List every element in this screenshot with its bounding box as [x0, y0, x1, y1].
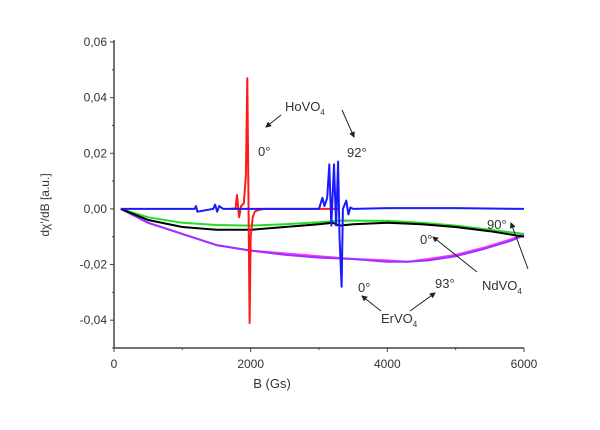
annotation-er-93deg: 93° — [435, 276, 455, 291]
arrow-ho-0deg — [265, 114, 282, 128]
x-tick-label: 2000 — [237, 357, 264, 371]
y-tick-label: 0,06 — [84, 35, 108, 49]
series-layer — [120, 77, 525, 324]
y-tick-label: -0,04 — [80, 313, 108, 327]
axes: 0,06 0,04 0,02 0,00 -0,02 -0,04 0 2000 4000 6000 — [80, 35, 538, 371]
series-line-ndvo4-90- — [120, 207, 525, 235]
annotation-hovo4: HoVO4 — [285, 99, 325, 117]
y-tick-label: -0,02 — [80, 258, 108, 272]
y-tick-label: 0,04 — [84, 91, 108, 105]
annotations: HoVO4 0° 92° 90° 0° NdVO4 0° 93° ErVO4 — [258, 99, 529, 329]
annotation-nd-0deg: 0° — [420, 232, 432, 247]
arrow-er-93deg — [409, 292, 436, 312]
series-line-ervo4-93- — [120, 208, 525, 263]
annotation-ho-92deg: 92° — [347, 145, 367, 160]
arrow-nd-90deg — [509, 222, 529, 270]
arrow-nd-0deg — [432, 236, 478, 273]
arrow-er-0deg — [361, 295, 382, 312]
x-axis-label: B (Gs) — [253, 376, 291, 391]
annotation-ho-0deg: 0° — [258, 144, 270, 159]
x-tick-label: 0 — [111, 357, 118, 371]
y-axis-label: dχ'/dB [a.u.] — [38, 173, 52, 236]
annotation-er-0deg: 0° — [358, 280, 370, 295]
arrow-ho-92deg — [341, 109, 355, 138]
x-tick-label: 6000 — [511, 357, 538, 371]
x-tick-label: 4000 — [374, 357, 401, 371]
series-line-hovo4-92- — [120, 160, 525, 288]
y-tick-label: 0,02 — [84, 146, 108, 160]
annotation-ervo4: ErVO4 — [381, 311, 418, 329]
y-tick-label: 0,00 — [84, 202, 108, 216]
series-line-ndvo4-0- — [120, 207, 525, 238]
annotation-nd-90deg: 90° — [487, 217, 507, 232]
annotation-ndvo4: NdVO4 — [482, 278, 522, 296]
